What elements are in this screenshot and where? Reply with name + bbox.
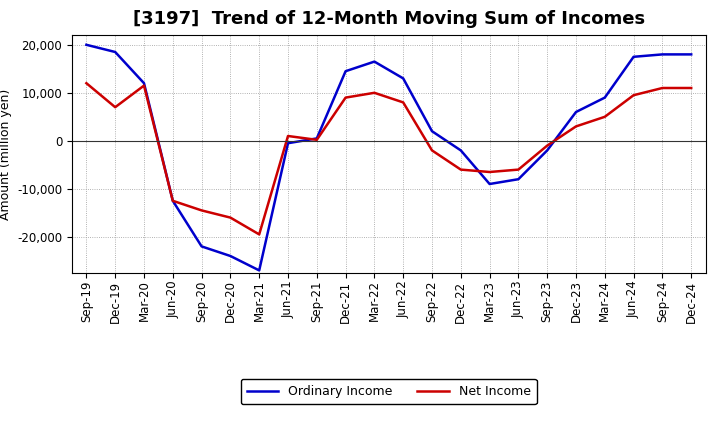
Ordinary Income — [284, 140, 292, 146]
Net Income — [399, 100, 408, 105]
Net Income — [629, 92, 638, 98]
Ordinary Income — [543, 148, 552, 153]
Net Income — [687, 85, 696, 91]
Ordinary Income — [658, 52, 667, 57]
Line: Ordinary Income: Ordinary Income — [86, 45, 691, 271]
Ordinary Income — [255, 268, 264, 273]
Net Income — [485, 169, 494, 175]
Net Income — [428, 148, 436, 153]
Net Income — [226, 215, 235, 220]
Ordinary Income — [456, 148, 465, 153]
Ordinary Income — [600, 95, 609, 100]
Net Income — [312, 137, 321, 143]
Net Income — [284, 133, 292, 139]
Net Income — [572, 124, 580, 129]
Ordinary Income — [370, 59, 379, 64]
Net Income — [600, 114, 609, 119]
Ordinary Income — [399, 76, 408, 81]
Net Income — [658, 85, 667, 91]
Ordinary Income — [140, 81, 148, 86]
Ordinary Income — [312, 136, 321, 141]
Ordinary Income — [226, 253, 235, 259]
Net Income — [255, 232, 264, 237]
Title: [3197]  Trend of 12-Month Moving Sum of Incomes: [3197] Trend of 12-Month Moving Sum of I… — [132, 10, 645, 28]
Net Income — [168, 198, 177, 203]
Net Income — [82, 81, 91, 86]
Ordinary Income — [197, 244, 206, 249]
Net Income — [514, 167, 523, 172]
Net Income — [543, 143, 552, 148]
Ordinary Income — [485, 181, 494, 187]
Legend: Ordinary Income, Net Income: Ordinary Income, Net Income — [240, 379, 537, 404]
Net Income — [140, 83, 148, 88]
Net Income — [111, 105, 120, 110]
Net Income — [341, 95, 350, 100]
Line: Net Income: Net Income — [86, 83, 691, 235]
Ordinary Income — [428, 128, 436, 134]
Net Income — [456, 167, 465, 172]
Net Income — [370, 90, 379, 95]
Ordinary Income — [82, 42, 91, 48]
Y-axis label: Amount (million yen): Amount (million yen) — [0, 88, 12, 220]
Ordinary Income — [341, 69, 350, 74]
Ordinary Income — [168, 198, 177, 203]
Net Income — [197, 208, 206, 213]
Ordinary Income — [572, 110, 580, 115]
Ordinary Income — [111, 49, 120, 55]
Ordinary Income — [514, 176, 523, 182]
Ordinary Income — [629, 54, 638, 59]
Ordinary Income — [687, 52, 696, 57]
